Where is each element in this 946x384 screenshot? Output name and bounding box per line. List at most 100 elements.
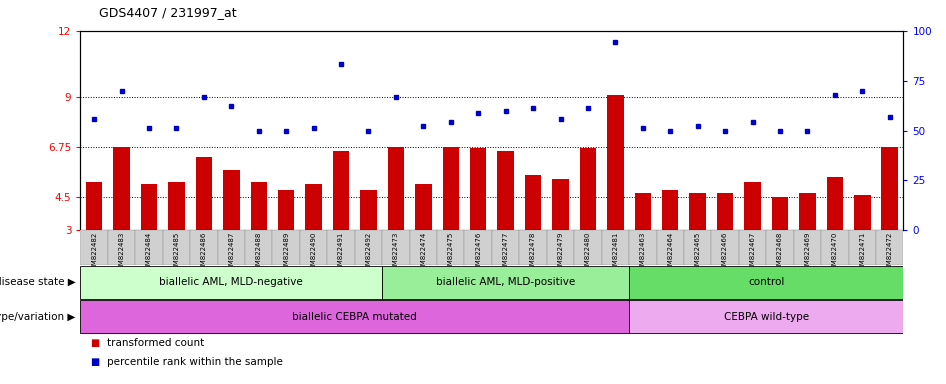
- Text: GSM822472: GSM822472: [886, 232, 893, 274]
- Bar: [799, 193, 815, 230]
- Bar: [306, 184, 322, 230]
- Text: GSM822490: GSM822490: [310, 232, 317, 274]
- Bar: [580, 148, 596, 230]
- Bar: [607, 95, 623, 230]
- Bar: [827, 177, 843, 230]
- Bar: [251, 182, 267, 230]
- Bar: [443, 147, 459, 230]
- Text: GSM822465: GSM822465: [694, 232, 701, 274]
- Text: GSM822484: GSM822484: [146, 232, 152, 274]
- Text: GSM822475: GSM822475: [447, 232, 454, 274]
- Bar: [684, 230, 711, 265]
- Bar: [821, 230, 849, 265]
- Text: GSM822486: GSM822486: [201, 232, 207, 274]
- Text: GSM822467: GSM822467: [749, 232, 756, 274]
- Bar: [278, 190, 294, 230]
- Bar: [360, 190, 377, 230]
- Bar: [245, 230, 272, 265]
- Text: biallelic AML, MLD-negative: biallelic AML, MLD-negative: [160, 277, 303, 287]
- Bar: [498, 151, 514, 230]
- Text: GSM822492: GSM822492: [365, 232, 372, 274]
- Bar: [629, 300, 903, 333]
- Text: control: control: [748, 277, 784, 287]
- Text: genotype/variation ▶: genotype/variation ▶: [0, 312, 76, 322]
- Bar: [382, 230, 410, 265]
- Bar: [108, 230, 135, 265]
- Text: GSM822463: GSM822463: [639, 232, 646, 274]
- Bar: [80, 300, 629, 333]
- Bar: [272, 230, 300, 265]
- Bar: [382, 266, 629, 299]
- Text: GSM822479: GSM822479: [557, 232, 564, 274]
- Text: GSM822464: GSM822464: [667, 232, 674, 274]
- Text: biallelic AML, MLD-positive: biallelic AML, MLD-positive: [436, 277, 575, 287]
- Bar: [464, 230, 492, 265]
- Bar: [355, 230, 382, 265]
- Bar: [629, 266, 903, 299]
- Bar: [657, 230, 684, 265]
- Text: GSM822485: GSM822485: [173, 232, 180, 274]
- Text: ■: ■: [90, 338, 99, 348]
- Bar: [492, 230, 519, 265]
- Text: GSM822480: GSM822480: [585, 232, 591, 274]
- Bar: [745, 182, 761, 230]
- Text: GSM822483: GSM822483: [118, 232, 125, 274]
- Bar: [635, 193, 651, 230]
- Text: GDS4407 / 231997_at: GDS4407 / 231997_at: [99, 6, 236, 19]
- Bar: [772, 197, 788, 230]
- Bar: [882, 147, 898, 230]
- Text: GSM822491: GSM822491: [338, 232, 344, 274]
- Bar: [300, 230, 327, 265]
- Bar: [629, 230, 657, 265]
- Bar: [739, 230, 766, 265]
- Bar: [80, 230, 108, 265]
- Bar: [218, 230, 245, 265]
- Bar: [849, 230, 876, 265]
- Text: GSM822482: GSM822482: [91, 232, 97, 274]
- Text: ■: ■: [90, 357, 99, 367]
- Text: GSM822488: GSM822488: [255, 232, 262, 274]
- Bar: [86, 182, 102, 230]
- Bar: [602, 230, 629, 265]
- Bar: [163, 230, 190, 265]
- Bar: [135, 230, 163, 265]
- Bar: [80, 266, 382, 299]
- Bar: [876, 230, 903, 265]
- Bar: [766, 230, 794, 265]
- Text: GSM822481: GSM822481: [612, 232, 619, 274]
- Bar: [662, 190, 678, 230]
- Bar: [794, 230, 821, 265]
- Bar: [114, 147, 130, 230]
- Text: GSM822476: GSM822476: [475, 232, 482, 274]
- Bar: [717, 193, 733, 230]
- Text: GSM822470: GSM822470: [832, 232, 838, 274]
- Text: GSM822474: GSM822474: [420, 232, 427, 274]
- Text: GSM822487: GSM822487: [228, 232, 235, 274]
- Bar: [525, 175, 541, 230]
- Bar: [196, 157, 212, 230]
- Bar: [327, 230, 355, 265]
- Bar: [519, 230, 547, 265]
- Bar: [223, 170, 239, 230]
- Bar: [168, 182, 184, 230]
- Text: disease state ▶: disease state ▶: [0, 277, 76, 287]
- Bar: [854, 195, 870, 230]
- Text: GSM822466: GSM822466: [722, 232, 728, 274]
- Bar: [415, 184, 431, 230]
- Bar: [711, 230, 739, 265]
- Text: percentile rank within the sample: percentile rank within the sample: [107, 357, 283, 367]
- Bar: [437, 230, 464, 265]
- Bar: [470, 148, 486, 230]
- Text: CEBPA wild-type: CEBPA wild-type: [724, 312, 809, 322]
- Bar: [547, 230, 574, 265]
- Text: GSM822473: GSM822473: [393, 232, 399, 274]
- Bar: [388, 147, 404, 230]
- Text: GSM822468: GSM822468: [777, 232, 783, 274]
- Bar: [141, 184, 157, 230]
- Bar: [190, 230, 218, 265]
- Bar: [552, 179, 569, 230]
- Text: GSM822477: GSM822477: [502, 232, 509, 274]
- Bar: [333, 151, 349, 230]
- Bar: [574, 230, 602, 265]
- Text: transformed count: transformed count: [107, 338, 204, 348]
